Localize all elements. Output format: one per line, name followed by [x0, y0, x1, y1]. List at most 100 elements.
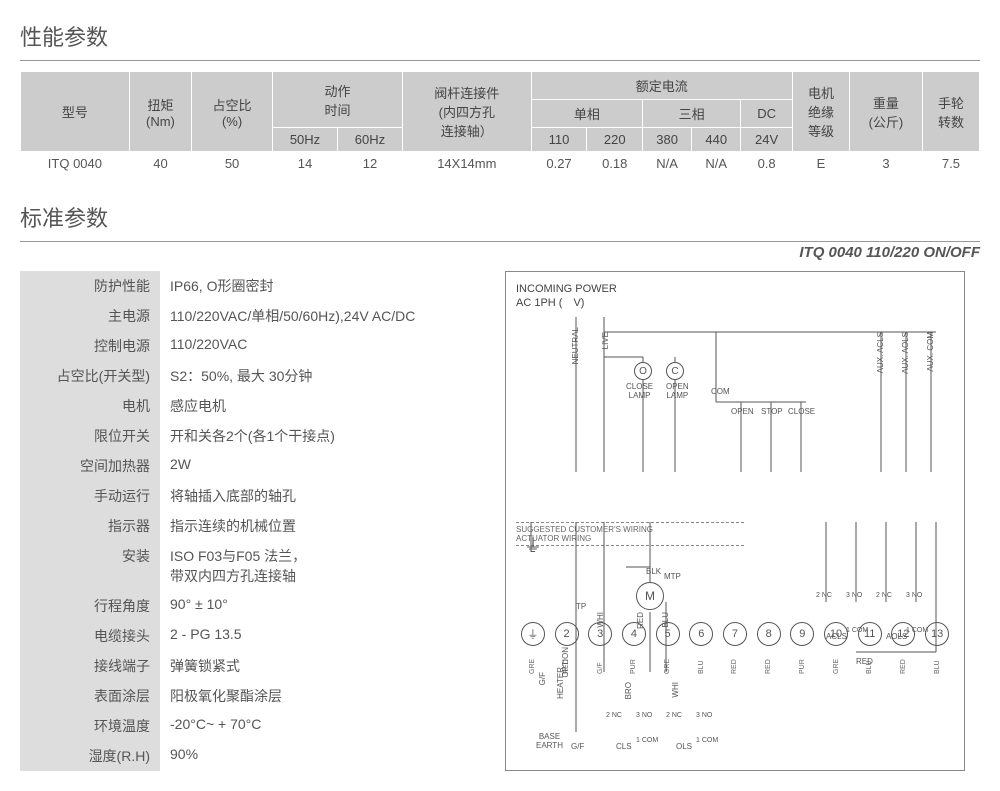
standard-table: 防护性能IP66, O形圈密封主电源110/220VAC/单相/50/60Hz)…: [20, 271, 480, 771]
gf2: G/F: [571, 742, 584, 751]
col-duty: 占空比 (%): [192, 72, 273, 152]
param-label: 安装: [20, 541, 160, 591]
terminal-color: GRE: [833, 649, 840, 674]
standard-title: 标准参数: [20, 201, 980, 242]
terminal-strip: ⏚GRE2RED3G/F4PUR5GRE6BLU7RED8RED9PUR10GR…: [511, 622, 959, 674]
param-label: 电缆接头: [20, 621, 160, 651]
neutral-label: NEUTRAL: [571, 327, 580, 364]
terminal-color: G/F: [597, 649, 604, 674]
aux-acls: AUX. ACLS: [876, 332, 885, 373]
table-row: 主电源110/220VAC/单相/50/60Hz),24V AC/DC: [20, 301, 480, 331]
terminal-color: RED: [900, 649, 907, 674]
param-label: 占空比(开关型): [20, 361, 160, 391]
col-ins: 电机 绝缘 等级: [792, 72, 849, 152]
terminal-color: GRE: [529, 649, 536, 674]
table-row: ITQ 0040 40 50 14 12 14X14mm 0.27 0.18 N…: [21, 152, 980, 176]
base-earth: BASE EARTH: [536, 732, 563, 750]
nc1: 2 NC: [816, 592, 832, 599]
param-value: 2W: [160, 451, 480, 481]
open-lamp: OPEN LAMP: [666, 382, 689, 400]
terminal: 3G/F: [588, 622, 612, 674]
terminal-circle: 7: [723, 622, 747, 646]
com2: 1 COM: [906, 627, 928, 634]
terminal-circle: 8: [757, 622, 781, 646]
cell-220: 0.18: [587, 152, 643, 176]
terminal-color: RED: [731, 649, 738, 674]
cell-380: N/A: [643, 152, 692, 176]
terminal-circle: 13: [925, 622, 949, 646]
terminal-color: BLU: [934, 649, 941, 674]
col-model: 型号: [21, 72, 130, 152]
acls-label: ACLS: [826, 632, 847, 641]
close-lamp: CLOSE LAMP: [626, 382, 653, 400]
col-24v: 24V: [741, 128, 793, 152]
col-440: 440: [692, 128, 741, 152]
terminal: 6BLU: [689, 622, 713, 674]
terminal: 10GRE: [824, 622, 848, 674]
col-380: 380: [643, 128, 692, 152]
param-label: 湿度(R.H): [20, 741, 160, 771]
table-row: 空间加热器2W: [20, 451, 480, 481]
terminal: 8 RED: [757, 622, 781, 674]
aols-label: AOLS: [886, 632, 907, 641]
table-row: 行程角度90° ± 10°: [20, 591, 480, 621]
aux-aols: AUX. AOLS: [901, 332, 910, 374]
lamp-o: O: [634, 362, 652, 380]
table-row: 防护性能IP66, O形圈密封: [20, 271, 480, 301]
param-label: 空间加热器: [20, 451, 160, 481]
terminal-color: RED: [765, 649, 772, 674]
cls-label: CLS: [616, 742, 632, 751]
blk-label: BLK: [646, 567, 661, 576]
nc2: 2 NC: [876, 592, 892, 599]
param-label: 限位开关: [20, 421, 160, 451]
param-value: 阳极氧化聚酯涂层: [160, 681, 480, 711]
terminal: 4PUR: [622, 622, 646, 674]
param-value: 感应电机: [160, 391, 480, 421]
nc4: 2 NC: [666, 712, 682, 719]
terminal-circle: 6: [689, 622, 713, 646]
param-value: 将轴插入底部的轴孔: [160, 481, 480, 511]
cell-t50: 14: [273, 152, 338, 176]
col-60hz: 60Hz: [337, 128, 402, 152]
col-weight: 重量 (公斤): [849, 72, 922, 152]
cell-duty: 50: [192, 152, 273, 176]
param-label: 行程角度: [20, 591, 160, 621]
no2: 3 NO: [906, 592, 922, 599]
table-row: 手动运行将轴插入底部的轴孔: [20, 481, 480, 511]
param-value: 2 - PG 13.5: [160, 621, 480, 651]
cell-hw: 7.5: [922, 152, 979, 176]
aux-com: AUX. COM: [926, 332, 935, 372]
live-label: LIVE: [601, 332, 610, 349]
table-row: 湿度(R.H)90%: [20, 741, 480, 771]
table-row: 表面涂层阳极氧化聚酯涂层: [20, 681, 480, 711]
table-row: 控制电源110/220VAC: [20, 331, 480, 361]
param-label: 电机: [20, 391, 160, 421]
col-110: 110: [531, 128, 587, 152]
param-value: 110/220VAC: [160, 331, 480, 361]
terminal: 5GRE: [656, 622, 680, 674]
cell-model: ITQ 0040: [21, 152, 130, 176]
param-value: 90° ± 10°: [160, 591, 480, 621]
param-label: 防护性能: [20, 271, 160, 301]
gf-label: G/F: [538, 672, 547, 685]
cell-torque: 40: [129, 152, 191, 176]
whi2: WHI: [671, 682, 680, 698]
terminal-color: PUR: [799, 649, 806, 674]
col-1ph: 单相: [531, 100, 642, 128]
param-value: 指示连续的机械位置: [160, 511, 480, 541]
param-label: 表面涂层: [20, 681, 160, 711]
terminal-circle: 9: [790, 622, 814, 646]
ground-icon: ⏚: [524, 532, 542, 558]
diagram-title2: AC 1PH ( V): [516, 296, 954, 310]
table-row: 限位开关开和关各2个(各1个干接点): [20, 421, 480, 451]
cell-ins: E: [792, 152, 849, 176]
com4: 1 COM: [696, 737, 718, 744]
performance-table: 型号 扭矩 (Nm) 占空比 (%) 动作 时间 阀杆连接件 (内四方孔 连接轴…: [20, 71, 980, 176]
col-220: 220: [587, 128, 643, 152]
blu-wire: BLU: [661, 612, 670, 628]
col-hw: 手轮 转数: [922, 72, 979, 152]
param-label: 主电源: [20, 301, 160, 331]
table-row: 接线端子弹簧锁紧式: [20, 651, 480, 681]
red-line: RED: [856, 657, 873, 666]
open-label: OPEN: [731, 407, 754, 416]
